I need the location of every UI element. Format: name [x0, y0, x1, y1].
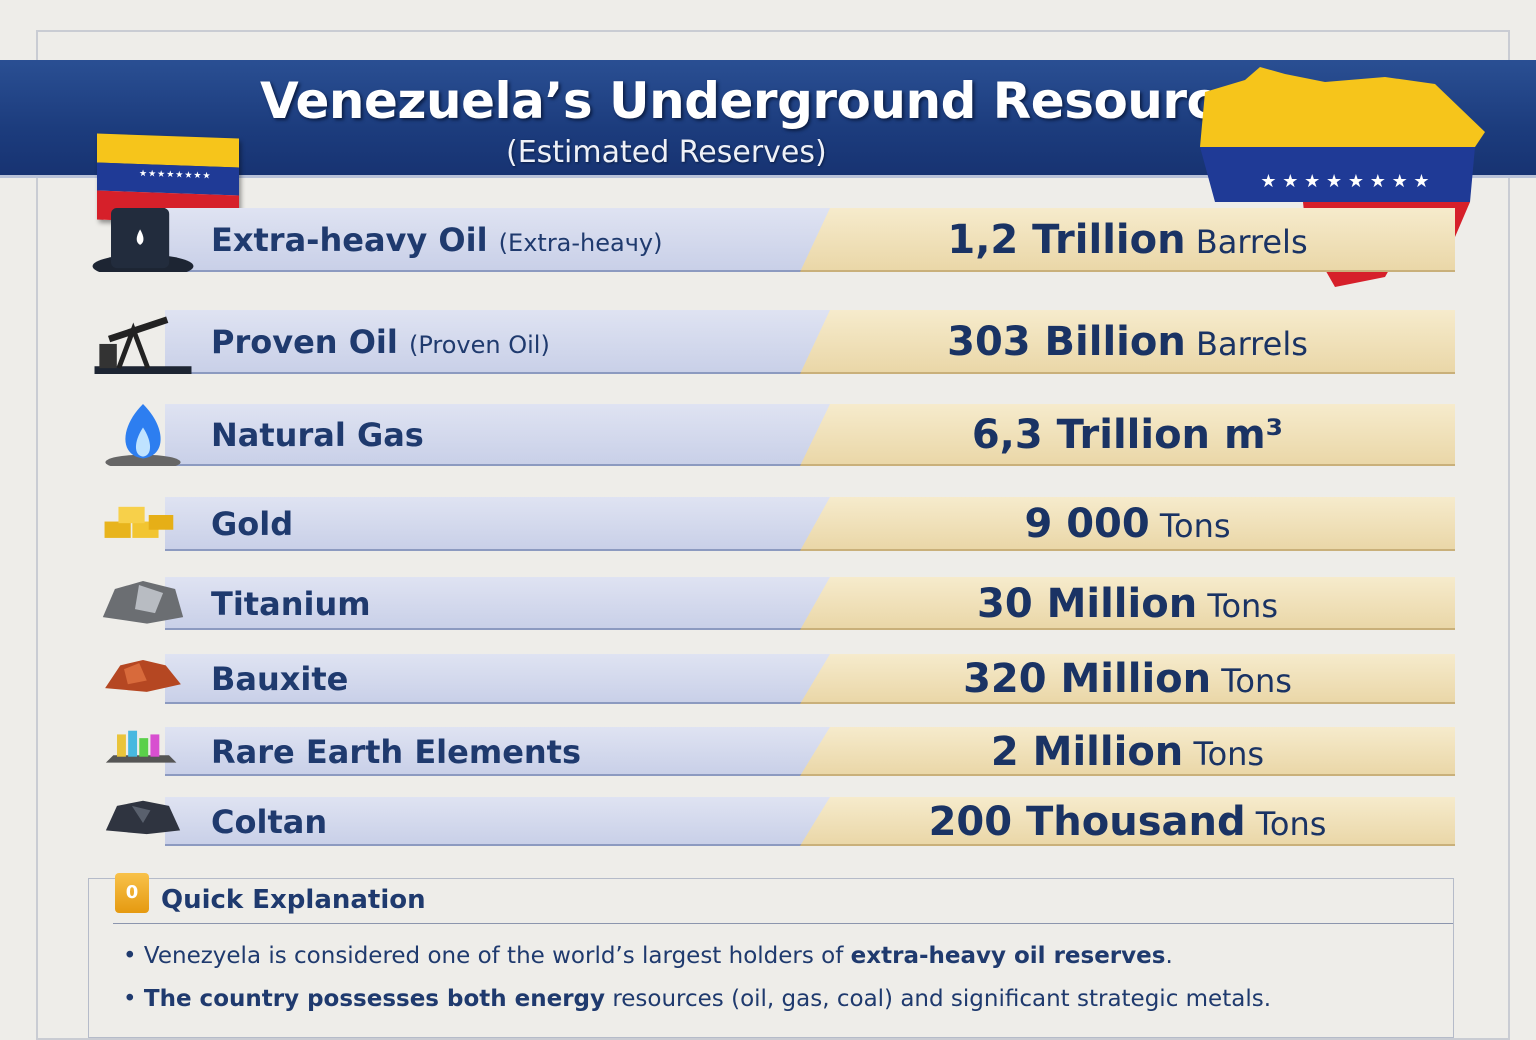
resource-row: Natural Gas 6,3 Trillion m³: [0, 404, 1536, 466]
value-bar: [800, 654, 1455, 704]
resource-name-text: Titanium: [211, 584, 371, 623]
resource-value: 2 Million Tons: [800, 729, 1455, 775]
bullet-bold-text: extra-heavy oil reserves: [850, 943, 1166, 969]
resource-value: 30 Million Tons: [800, 581, 1455, 627]
resource-name: Gold: [211, 505, 293, 543]
resource-amount: 30 Million: [976, 580, 1198, 627]
resource-note: (Proven Oil): [408, 331, 550, 359]
label-bar: [165, 404, 830, 466]
explanation-bullet: • Venezyela is considered one of the wor…: [123, 943, 1173, 969]
resource-row: Proven Oil (Proven Oil) 303 Billion Barr…: [0, 310, 1536, 374]
label-bar: [165, 654, 830, 704]
resource-value: 1,2 Trillion Barrels: [800, 217, 1455, 263]
resource-amount: 9 000: [1024, 501, 1150, 547]
resource-unit: Tons: [1221, 662, 1292, 700]
coltan-ore-icon: [105, 800, 181, 835]
explanation-title: Quick Explanation: [161, 885, 426, 915]
resource-unit: Barrels: [1196, 325, 1308, 363]
resource-unit: Barrels: [1195, 223, 1308, 261]
resource-note: (Extra-heaчy): [498, 229, 663, 257]
resource-name-text: Gold: [211, 505, 294, 543]
resource-name-text: Proven Oil: [211, 323, 398, 361]
resource-name-text: Coltan: [211, 802, 328, 841]
gas-flame-icon: [105, 404, 181, 466]
value-bar: [800, 310, 1455, 374]
page-title: Venezuela’s Underground Resources: [260, 72, 1279, 130]
resource-name-text: Bauxite: [211, 660, 349, 698]
value-bar: [800, 797, 1455, 846]
label-bar: [165, 208, 830, 272]
resource-amount: 1,2 Trillion: [947, 217, 1186, 263]
resource-unit: Tons: [1207, 586, 1278, 625]
page-subtitle: (Estimated Reserves): [506, 135, 827, 170]
gold-bars-icon: [104, 506, 174, 538]
resource-value: 320 Million Tons: [800, 656, 1455, 702]
resource-name: Proven Oil (Proven Oil): [211, 323, 550, 361]
bauxite-ore-icon: [105, 660, 181, 692]
explanation-bullet: • The country possesses both energy reso…: [123, 986, 1272, 1012]
resource-name-text: Extra-heavy Oil: [211, 221, 488, 259]
quick-explanation-panel: 0 Quick Explanation • Venezyela is consi…: [88, 873, 1454, 1038]
resource-amount: 6,3 Trillion m³: [971, 412, 1284, 458]
resource-value: 303 Billion Barrels: [800, 319, 1455, 365]
value-bar: [800, 727, 1455, 776]
bullet-bold-text: The country possesses both energy: [143, 986, 606, 1012]
oil-barrel-icon: [92, 208, 194, 272]
resource-value: 6,3 Trillion m³: [800, 412, 1455, 458]
titanium-ore-icon: [102, 581, 184, 624]
label-bar: [165, 497, 830, 551]
resource-row: Gold 9 000 Tons: [0, 497, 1536, 551]
resource-value: 200 Thousand Tons: [800, 799, 1455, 845]
resource-name-text: Natural Gas: [211, 416, 424, 454]
resource-row: Extra-heavy Oil (Extra-heaчy) 1,2 Trilli…: [0, 208, 1536, 272]
bullet-text: resources (oil, gas, coal) and significa…: [605, 986, 1272, 1012]
value-bar: [800, 208, 1455, 272]
resource-name: Rare Earth Elements: [211, 733, 581, 771]
value-bar: [800, 404, 1455, 466]
divider: [113, 923, 1453, 924]
resource-unit: Tons: [1159, 507, 1231, 545]
resource-unit: Tons: [1193, 734, 1265, 773]
resource-row: Rare Earth Elements 2 Million Tons: [0, 727, 1536, 776]
resource-amount: 303 Billion: [947, 319, 1186, 365]
resource-amount: 320 Million: [963, 656, 1212, 702]
resource-name: Natural Gas: [211, 416, 424, 454]
info-badge-icon: 0: [115, 873, 149, 913]
resource-unit: Tons: [1255, 804, 1327, 843]
crystals-icon: [105, 730, 177, 763]
oil-pump-icon: [94, 316, 192, 374]
label-bar: [165, 797, 830, 846]
bullet-text: Venezyela is considered one of the world…: [143, 943, 851, 969]
resource-name: Titanium: [211, 585, 371, 623]
bullet-text-end: .: [1165, 943, 1173, 969]
resource-row: Titanium 30 Million Tons: [0, 577, 1536, 630]
resource-row: Bauxite 320 Million Tons: [0, 654, 1536, 704]
svg-text:★ ★ ★ ★ ★ ★ ★ ★: ★ ★ ★ ★ ★ ★ ★ ★: [1260, 171, 1429, 192]
value-bar: [800, 497, 1455, 551]
value-bar: [800, 577, 1455, 630]
resource-row: Coltan 200 Thousand Tons: [0, 797, 1536, 846]
label-bar: [165, 577, 830, 630]
resource-name: Extra-heavy Oil (Extra-heaчy): [211, 221, 662, 259]
resource-value: 9 000 Tons: [800, 501, 1455, 547]
resource-name-text: Rare Earth Elements: [211, 732, 582, 771]
resource-name: Bauxite: [211, 660, 348, 698]
resource-amount: 200 Thousand: [928, 798, 1246, 845]
label-bar: [165, 310, 830, 374]
label-bar: [165, 727, 830, 776]
resource-amount: 2 Million: [990, 728, 1184, 775]
resource-name: Coltan: [211, 803, 327, 841]
